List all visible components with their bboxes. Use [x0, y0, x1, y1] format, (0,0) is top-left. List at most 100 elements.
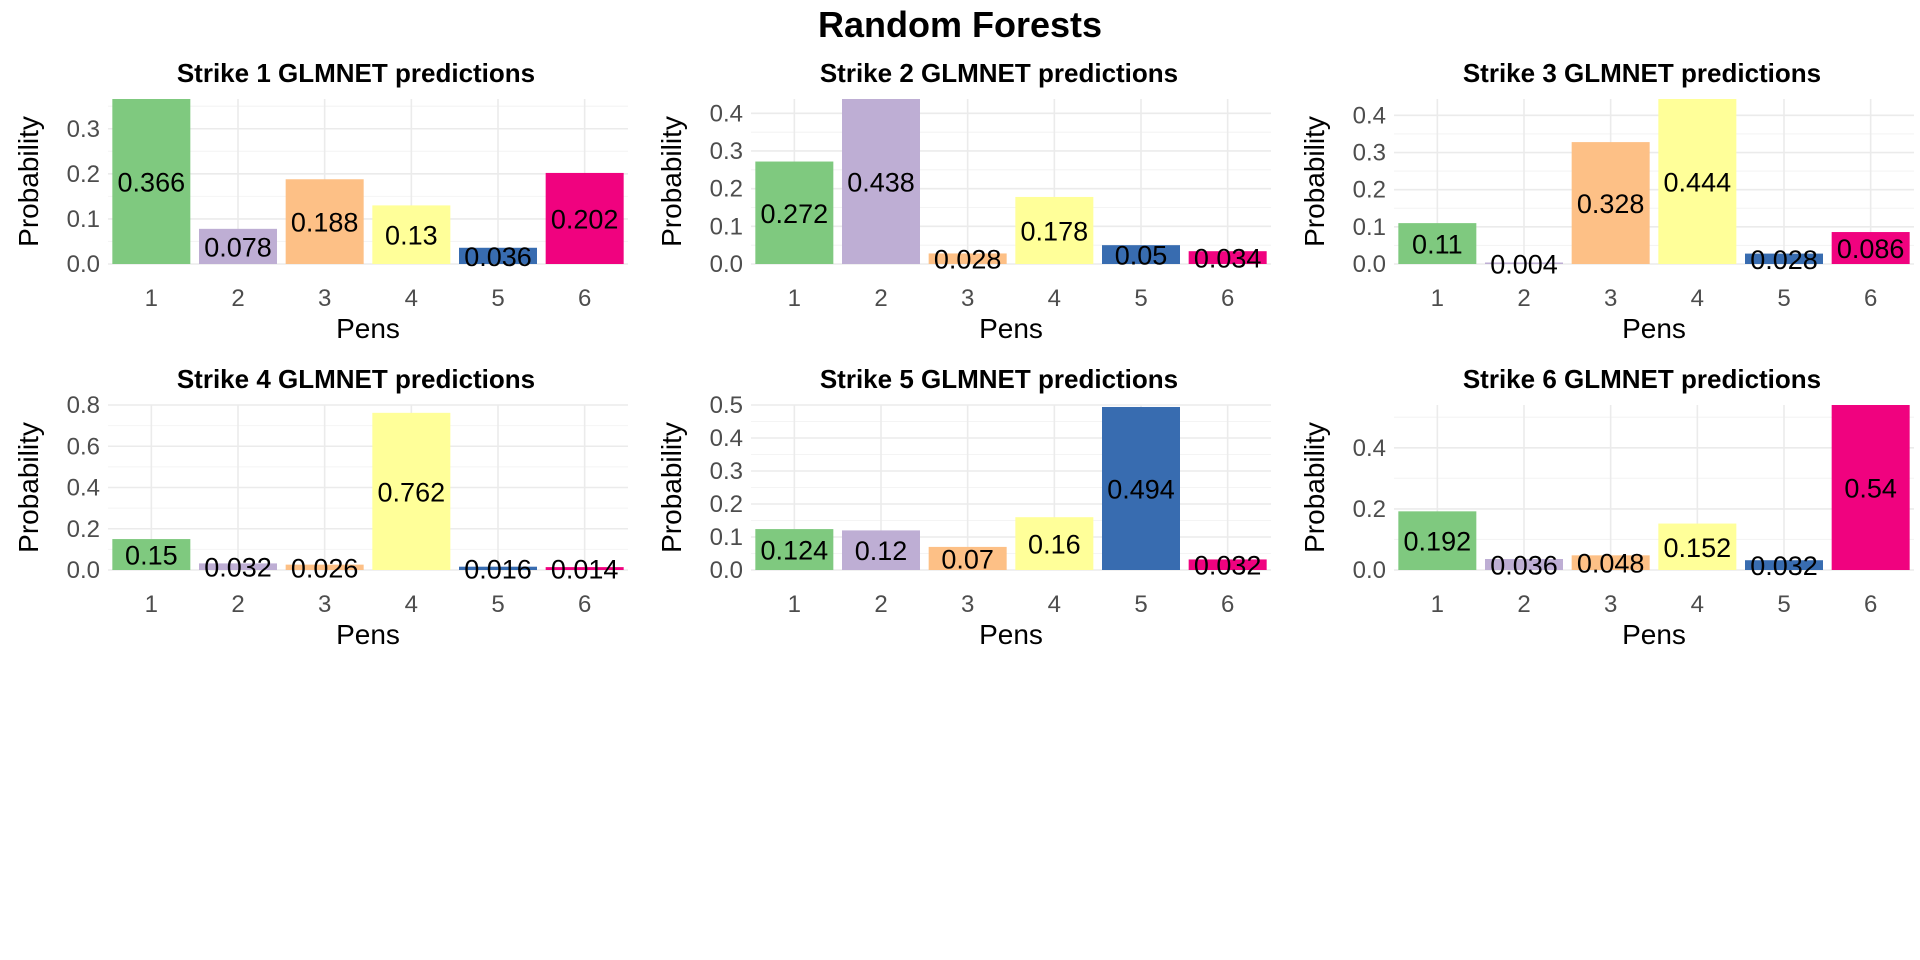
y-tick-label: 0.4 — [1353, 435, 1386, 462]
y-tick-label: 0.1 — [1353, 214, 1386, 241]
bar-1 — [755, 529, 834, 570]
x-tick-label: 5 — [1134, 591, 1147, 618]
y-tick-label: 0.6 — [67, 433, 100, 460]
bar-3 — [928, 253, 1007, 264]
x-tick-label: 2 — [231, 591, 244, 618]
y-tick-label: 0.2 — [1353, 496, 1386, 523]
data-label: 0.13 — [385, 221, 438, 251]
data-label: 0.15 — [125, 541, 178, 571]
y-tick-label: 0.4 — [1353, 102, 1386, 129]
panel-title: Strike 1 GLMNET predictions — [177, 58, 535, 88]
panel-title: Strike 2 GLMNET predictions — [820, 58, 1178, 88]
x-tick-label: 4 — [405, 591, 418, 618]
x-tick-label: 2 — [231, 285, 244, 312]
x-tick-label: 1 — [788, 285, 801, 312]
x-tick-label: 1 — [788, 591, 801, 618]
y-tick-label: 0.3 — [710, 458, 743, 485]
bar-6 — [545, 172, 624, 264]
bar-5 — [1745, 560, 1823, 570]
y-tick-label: 0.2 — [67, 161, 100, 188]
data-label: 0.032 — [1194, 551, 1262, 581]
bar-2 — [1485, 559, 1563, 570]
data-label: 0.762 — [378, 477, 446, 507]
data-label: 0.192 — [1404, 527, 1472, 557]
bar-2 — [1485, 262, 1563, 264]
x-tick-label: 6 — [578, 591, 591, 618]
data-label: 0.036 — [464, 242, 532, 272]
data-label: 0.004 — [1490, 249, 1558, 279]
x-axis-label: Pens — [979, 313, 1043, 344]
data-label: 0.036 — [1490, 551, 1558, 581]
panel-title: Strike 6 GLMNET predictions — [1463, 364, 1821, 394]
x-tick-label: 6 — [1221, 285, 1234, 312]
data-label: 0.086 — [1837, 234, 1905, 264]
y-axis-label: Probability — [656, 116, 687, 247]
bar-5 — [459, 247, 537, 264]
bar-4 — [1015, 196, 1094, 264]
data-label: 0.016 — [464, 554, 532, 584]
chart-panel-6: 0.0 0.2 0.4 0.192 0.036 0.048 0.152 0.032 0.54 1 2… — [1299, 364, 1914, 650]
bar-4 — [1015, 517, 1094, 570]
data-label: 0.202 — [551, 204, 619, 234]
panel-title: Strike 5 GLMNET predictions — [820, 364, 1178, 394]
x-tick-label: 4 — [1048, 591, 1061, 618]
y-tick-label: 0.4 — [710, 100, 743, 127]
bar-4 — [1658, 99, 1737, 264]
data-label: 0.444 — [1664, 168, 1732, 198]
data-label: 0.494 — [1107, 474, 1175, 504]
y-tick-label: 0.0 — [1353, 251, 1386, 278]
bar-6 — [1188, 559, 1267, 570]
chart-panel-3: 0.0 0.1 0.2 0.3 0.4 0.11 0.004 0.328 0.444 0.028 0… — [1299, 58, 1914, 344]
main-title: Random Forests — [817, 4, 1103, 45]
x-tick-label: 6 — [578, 285, 591, 312]
chart-panel-4: 0.0 0.2 0.4 0.6 0.8 0.15 0.032 0.026 0.762 0.016 0… — [13, 364, 628, 650]
y-tick-label: 0.1 — [710, 524, 743, 551]
y-tick-label: 0.0 — [67, 251, 100, 278]
bar-5 — [459, 566, 537, 570]
x-tick-label: 4 — [1691, 285, 1704, 312]
data-label: 0.028 — [1750, 245, 1818, 275]
x-tick-label: 3 — [318, 285, 331, 312]
bar-6 — [1188, 251, 1267, 264]
data-label: 0.12 — [855, 536, 908, 566]
y-tick-label: 0.1 — [67, 206, 100, 233]
data-label: 0.028 — [934, 245, 1002, 275]
bar-4 — [372, 205, 451, 264]
bar-4 — [1658, 523, 1737, 570]
bar-2 — [199, 228, 277, 264]
bar-5 — [1745, 253, 1823, 264]
chart-panel-2: 0.0 0.1 0.2 0.3 0.4 0.272 0.438 0.028 0.178 0.05 0… — [656, 58, 1271, 344]
y-tick-label: 0.1 — [710, 213, 743, 240]
data-label: 0.026 — [291, 553, 359, 583]
data-label: 0.16 — [1028, 530, 1081, 560]
x-tick-label: 4 — [1048, 285, 1061, 312]
data-label: 0.366 — [118, 168, 186, 198]
bar-3 — [1571, 142, 1650, 264]
y-tick-label: 0.0 — [1353, 557, 1386, 584]
y-tick-label: 0.5 — [710, 392, 743, 419]
x-tick-label: 5 — [1777, 591, 1790, 618]
bar-1 — [1398, 223, 1477, 264]
bar-4 — [372, 412, 451, 570]
x-tick-label: 2 — [874, 285, 887, 312]
bar-6 — [545, 567, 624, 570]
x-tick-label: 3 — [1604, 591, 1617, 618]
x-tick-label: 3 — [961, 285, 974, 312]
data-label: 0.272 — [761, 199, 829, 229]
x-tick-label: 5 — [1777, 285, 1790, 312]
data-label: 0.032 — [204, 553, 272, 583]
x-tick-label: 5 — [491, 285, 504, 312]
data-label: 0.124 — [761, 536, 829, 566]
bar-1 — [755, 161, 834, 264]
y-axis-label: Probability — [1299, 422, 1330, 553]
y-tick-label: 0.2 — [67, 516, 100, 543]
x-tick-label: 1 — [1431, 591, 1444, 618]
x-tick-label: 6 — [1864, 285, 1877, 312]
x-tick-label: 1 — [1431, 285, 1444, 312]
x-axis-label: Pens — [336, 313, 400, 344]
x-tick-label: 3 — [318, 591, 331, 618]
bar-1 — [112, 539, 191, 570]
x-tick-label: 5 — [1134, 285, 1147, 312]
bar-6 — [1831, 232, 1910, 264]
